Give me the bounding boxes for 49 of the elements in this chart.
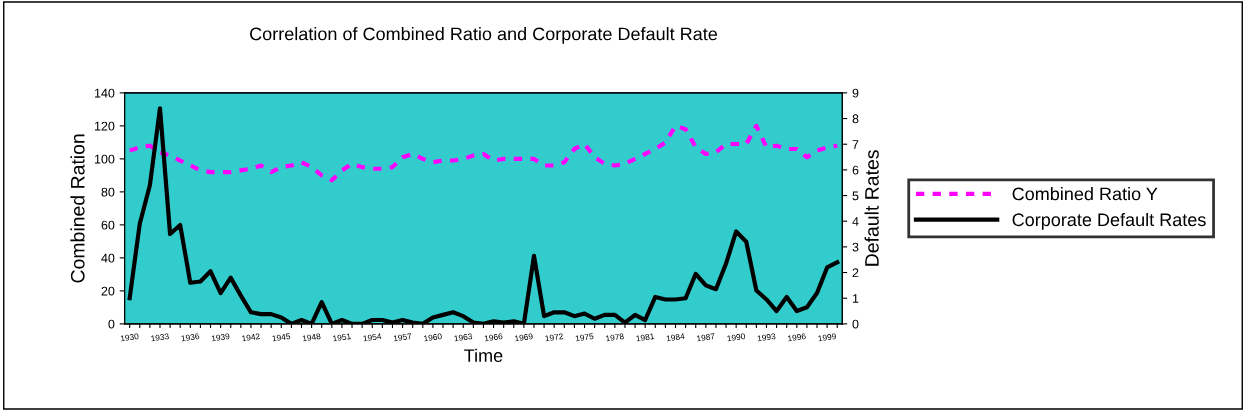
x-tick-label: 1984 [666, 333, 685, 342]
y2-tick-label: 4 [852, 217, 859, 226]
x-tick-label: 1972 [545, 333, 564, 342]
x-axis-title: Time [464, 348, 503, 362]
y2-tick-label: 1 [852, 294, 859, 303]
x-tick-label: 1954 [363, 333, 382, 342]
y-tick-label: 60 [101, 220, 115, 230]
x-tick-label: 1930 [120, 333, 139, 342]
y-tick-label: 0 [108, 319, 115, 329]
x-tick-label: 1936 [181, 333, 200, 342]
line-series [127, 123, 840, 183]
y-tick-label: 40 [101, 253, 115, 263]
legend-label: Corporate Default Rates [1012, 212, 1206, 230]
y2-tick-label: 6 [852, 165, 859, 175]
y2-tick-label: 2 [852, 268, 859, 278]
chart-title: Correlation of Combined Ratio and Corporate Default Rate [250, 27, 718, 44]
y2-axis-title: Default Rates [864, 150, 879, 266]
x-tick-label: 1948 [302, 333, 321, 342]
y-tick-label: 80 [101, 187, 115, 197]
x-tick-label: 1981 [636, 333, 655, 342]
x-tick-label: 1963 [454, 333, 473, 342]
y2-tick-label: 5 [852, 191, 859, 201]
x-tick-label: 1969 [514, 333, 533, 342]
x-tick-label: 1960 [423, 333, 443, 342]
x-tick-label: 1987 [696, 333, 715, 342]
x-tick-label: 1975 [575, 333, 594, 342]
y2-tick-label: 7 [852, 140, 859, 149]
y2-tick-label: 8 [852, 114, 859, 124]
x-tick-label: 1990 [727, 333, 746, 342]
y-tick-label: 100 [94, 154, 115, 164]
x-tick-label: 1978 [605, 333, 624, 342]
x-tick-label: 1957 [393, 333, 412, 342]
y-tick-label: 140 [94, 88, 115, 98]
x-tick-label: 1996 [787, 333, 806, 342]
y-tick-label: 20 [101, 286, 115, 296]
x-tick-label: 1966 [484, 333, 503, 342]
legend-label: Combined Ratio Y [1012, 187, 1158, 201]
x-tick-label: 1945 [272, 333, 291, 342]
x-tick-label: 1951 [332, 333, 352, 342]
x-tick-label: 1999 [818, 333, 837, 342]
x-tick-label: 1933 [150, 333, 170, 342]
y-tick-label: 120 [94, 121, 115, 131]
y-axis-title: Combined Ration [70, 134, 85, 283]
y2-tick-label: 0 [852, 319, 859, 329]
x-tick-label: 1942 [241, 333, 261, 342]
x-tick-label: 1993 [757, 333, 776, 342]
x-tick-label: 1939 [211, 333, 230, 342]
y2-tick-label: 9 [852, 88, 859, 98]
y2-tick-label: 3 [852, 242, 859, 252]
